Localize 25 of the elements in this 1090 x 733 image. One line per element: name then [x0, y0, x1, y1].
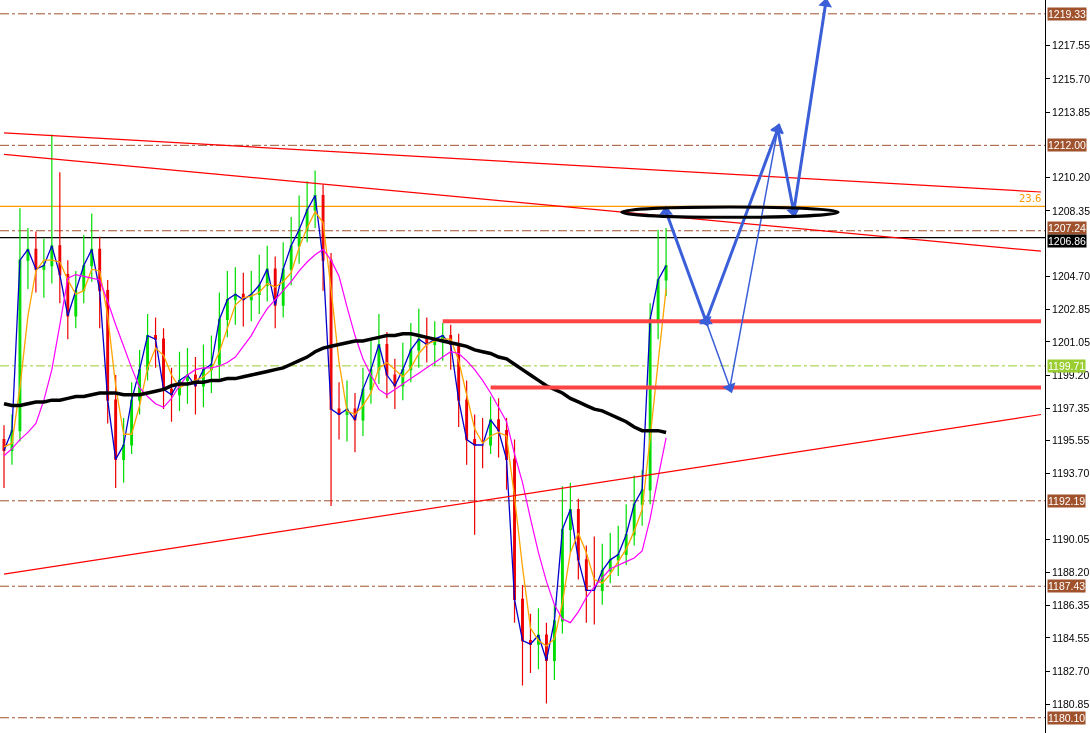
y-tick-label: 1190.05 — [1052, 532, 1090, 545]
y-tick-label: 1197.35 — [1052, 401, 1090, 414]
y-tick-label: 1182.70 — [1052, 664, 1090, 677]
ref-line-label: 1206.86 — [1048, 235, 1087, 247]
annotation: 23.6 — [1019, 193, 1042, 204]
y-tick-label: 1210.20 — [1052, 171, 1090, 184]
ref-line-label: 1187.43 — [1048, 580, 1086, 592]
y-tick-label: 1202.85 — [1052, 303, 1090, 316]
y-tick-label: 1213.85 — [1052, 105, 1090, 118]
y-tick-label: 1217.55 — [1052, 39, 1090, 52]
y-tick-label: 1195.55 — [1052, 434, 1090, 447]
y-tick-label: 1215.70 — [1052, 72, 1090, 85]
y-tick-label: 1208.35 — [1052, 204, 1090, 217]
ref-line-label: 1180.10 — [1048, 712, 1086, 724]
y-tick-label: 1180.85 — [1052, 697, 1090, 710]
y-tick-label: 1188.20 — [1052, 566, 1090, 579]
ref-line-label: 1219.33 — [1048, 8, 1087, 20]
y-tick-label: 1186.35 — [1052, 599, 1090, 612]
ref-line-label: 1212.00 — [1048, 139, 1087, 151]
y-tick-label: 1193.70 — [1052, 467, 1090, 480]
ref-line-label: 1192.19 — [1048, 495, 1086, 507]
y-tick-label: 1204.70 — [1052, 270, 1090, 282]
ref-line-label: 1207.24 — [1048, 222, 1087, 234]
y-tick-label: 1201.05 — [1052, 335, 1090, 348]
y-tick-label: 1184.55 — [1052, 631, 1090, 644]
